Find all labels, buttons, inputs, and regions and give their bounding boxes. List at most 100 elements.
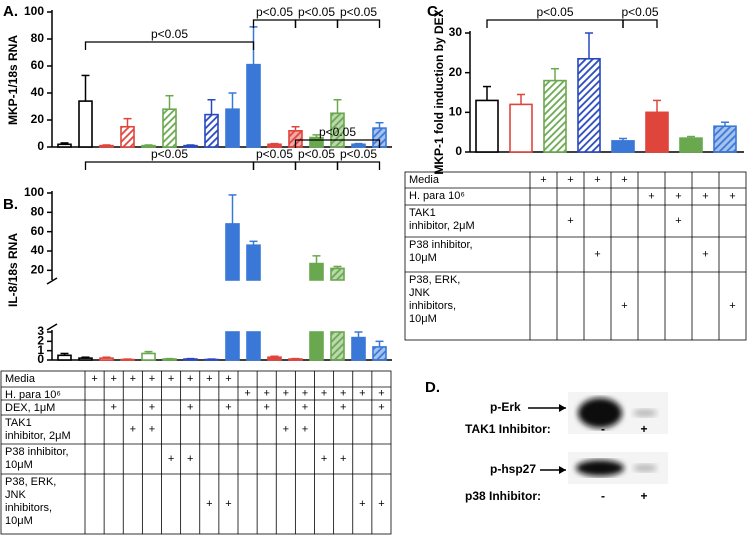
bar xyxy=(78,357,93,361)
table-row-label: P38, ERK, xyxy=(5,476,56,488)
table-row-label: P38, ERK, xyxy=(409,274,460,286)
bar xyxy=(543,79,567,153)
table-row-label: 10μM xyxy=(409,252,437,264)
table-cell: + xyxy=(149,423,155,435)
y-tick-label: 3 xyxy=(37,324,44,338)
bar xyxy=(475,99,499,153)
table-cell: + xyxy=(187,373,193,385)
table-cell: + xyxy=(110,373,116,385)
table-cell: + xyxy=(263,387,269,399)
bar xyxy=(57,143,72,148)
table-cell: + xyxy=(567,215,573,227)
table-cell: + xyxy=(675,190,681,202)
y-tick-label: 100 xyxy=(24,185,44,199)
significance-label: p<0.05 xyxy=(621,5,658,19)
y-tick-label: 60 xyxy=(31,58,45,72)
table-cell: + xyxy=(702,190,708,202)
significance-label: p<0.05 xyxy=(151,147,188,161)
bar xyxy=(225,108,240,148)
table-row-label: H. para 10⁶ xyxy=(5,389,61,401)
table-cell: + xyxy=(302,387,308,399)
table-cell: + xyxy=(244,387,250,399)
table-cell: + xyxy=(621,174,627,186)
y-tick-label: 20 xyxy=(31,112,45,126)
table-row-label: 10μM xyxy=(5,459,33,471)
table-cell: + xyxy=(567,174,573,186)
table-row-label: inhibitors, xyxy=(5,502,52,514)
significance-bracket xyxy=(486,19,624,28)
significance-bracket xyxy=(84,161,255,170)
table-cell: + xyxy=(340,401,346,413)
bar xyxy=(162,108,177,148)
table-cell: + xyxy=(648,190,654,202)
table-cell: + xyxy=(206,498,212,510)
bar xyxy=(713,125,737,153)
y-tick-label: 0 xyxy=(455,144,462,158)
table-row-label: inhibitors, xyxy=(409,300,456,312)
significance-label: p<0.05 xyxy=(340,147,377,161)
table-row-label: TAK1 xyxy=(5,417,32,429)
table-row-label: JNK xyxy=(409,287,430,299)
axis-break xyxy=(46,277,58,285)
table-cell: + xyxy=(378,387,384,399)
table-cell: + xyxy=(149,373,155,385)
table-cell: + xyxy=(359,387,365,399)
blot-arrowhead xyxy=(559,466,566,474)
table-cell: + xyxy=(621,300,627,312)
bar-lower-part xyxy=(309,331,324,361)
bar xyxy=(611,140,635,153)
table-cell: + xyxy=(283,423,289,435)
bar xyxy=(577,57,601,153)
y-tick-label: 100 xyxy=(24,4,44,18)
blot-band-faint xyxy=(633,464,657,472)
table-row-label: JNK xyxy=(5,489,26,501)
table-cell: + xyxy=(130,423,136,435)
blot-band xyxy=(578,398,622,428)
significance-label: p<0.05 xyxy=(319,125,356,139)
table-border xyxy=(404,171,747,341)
table-cell: + xyxy=(321,453,327,465)
table-row-label: 10μM xyxy=(409,313,437,325)
table-cell: + xyxy=(594,248,600,260)
blot-label: p-hsp27 xyxy=(490,462,536,476)
significance-bracket xyxy=(294,161,339,170)
bar-lower-part xyxy=(246,331,261,361)
table-border xyxy=(0,370,392,535)
significance-bracket xyxy=(252,161,297,170)
table-row-label: TAK1 xyxy=(409,207,436,219)
y-tick-label: 80 xyxy=(31,31,45,45)
significance-bracket xyxy=(294,19,339,28)
bar xyxy=(509,103,533,153)
table-cell: + xyxy=(340,387,346,399)
table-row-label: P38 inhibitor, xyxy=(5,446,69,458)
y-tick-label: 40 xyxy=(31,243,45,257)
bar xyxy=(246,244,261,281)
y-axis-label: IL-8/18s RNA xyxy=(6,233,20,307)
bar xyxy=(267,356,282,361)
table-cell: + xyxy=(130,373,136,385)
significance-label: p<0.05 xyxy=(536,5,573,19)
table-cell: + xyxy=(206,373,212,385)
bar xyxy=(141,352,156,361)
blot-label: p-Erk xyxy=(490,400,521,414)
y-axis-label: MKP-1/18s RNA xyxy=(6,35,20,125)
blot-band-faint xyxy=(633,409,657,417)
bar xyxy=(645,111,669,153)
significance-bracket xyxy=(252,19,297,28)
y-tick-label: 10 xyxy=(449,105,463,119)
y-tick-label: 0 xyxy=(37,352,44,366)
bar-lower-part xyxy=(330,331,345,361)
table-row-label: inhibitor, 2μM xyxy=(409,220,475,232)
bar xyxy=(99,357,114,361)
panel-label: A. xyxy=(3,3,18,20)
table-cell: + xyxy=(675,215,681,227)
blot-arrowhead xyxy=(559,404,566,412)
table-cell: + xyxy=(321,387,327,399)
y-axis-label: MKP-1 fold induction by DEX xyxy=(432,9,446,174)
blot-minus: - xyxy=(601,422,605,436)
bar-lower-part xyxy=(225,331,240,361)
table-cell: + xyxy=(340,453,346,465)
table-cell: + xyxy=(594,174,600,186)
blot-treatment: p38 Inhibitor: xyxy=(465,489,541,503)
